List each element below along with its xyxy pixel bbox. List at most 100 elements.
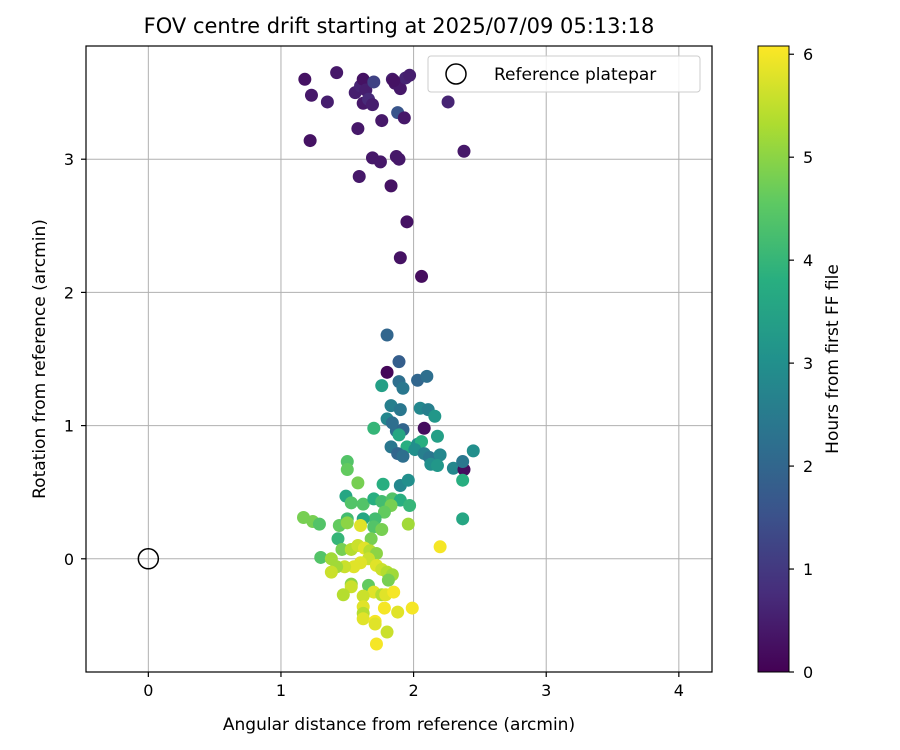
legend-marker-icon [445, 63, 467, 85]
data-point-35 [392, 355, 406, 369]
x-tick-label-2: 2 [408, 681, 418, 700]
data-point-69 [456, 455, 470, 469]
data-point-37 [375, 379, 389, 393]
x-tick-label-4: 4 [674, 681, 684, 700]
data-point-43 [393, 403, 407, 417]
data-point-76 [340, 463, 354, 477]
data-point-99 [375, 522, 389, 536]
data-point-39 [396, 381, 410, 395]
data-point-100 [364, 532, 378, 546]
data-point-136 [405, 601, 419, 615]
data-point-2 [320, 95, 334, 109]
data-point-134 [377, 601, 391, 615]
colorbar-gradient [757, 45, 790, 673]
data-point-116 [324, 565, 338, 579]
data-point-46 [428, 409, 442, 423]
colorbar-tick-label-3: 3 [803, 354, 813, 373]
data-point-0 [298, 72, 312, 86]
y-tick-label-0: 0 [64, 550, 74, 569]
data-point-49 [367, 421, 381, 435]
colorbar-ticks: 0 1 2 3 4 5 6 [789, 45, 813, 682]
data-point-33 [415, 269, 429, 283]
data-point-53 [430, 429, 444, 443]
data-point-97 [354, 518, 368, 532]
chart-title: FOV centre drift starting at 2025/07/09 … [144, 14, 655, 38]
data-point-32 [393, 251, 407, 265]
data-point-140 [369, 637, 383, 651]
data-point-3 [330, 66, 344, 80]
plot-frame [85, 45, 713, 673]
data-point-24 [457, 144, 471, 158]
data-point-78 [376, 477, 390, 491]
colorbar-tick-label-4: 4 [803, 251, 813, 270]
y-axis-label: Rotation from reference (arcmin) [30, 219, 50, 499]
data-point-11 [367, 75, 381, 89]
data-point-52 [417, 421, 431, 435]
data-point-64 [433, 448, 447, 462]
data-point-1 [304, 88, 318, 102]
data-point-124 [344, 580, 358, 594]
data-point-26 [392, 152, 406, 166]
x-tick-label-3: 3 [541, 681, 551, 700]
data-point-129 [336, 588, 350, 602]
data-point-71 [456, 473, 470, 487]
data-point-41 [420, 369, 434, 383]
data-point-6 [356, 72, 370, 86]
data-point-141 [433, 540, 447, 554]
data-point-29 [352, 170, 366, 184]
data-point-130 [356, 589, 370, 603]
data-point-70 [466, 444, 480, 458]
colorbar-tick-label-5: 5 [803, 148, 813, 167]
data-point-54 [392, 428, 406, 442]
x-tick-label-1: 1 [276, 681, 286, 700]
data-point-66 [430, 459, 444, 473]
data-point-60 [396, 449, 410, 463]
data-point-138 [368, 617, 382, 631]
data-point-128 [387, 585, 401, 599]
colorbar-tick-label-2: 2 [803, 457, 813, 476]
colorbar: 0 1 2 3 4 5 6 Hours from first FF file [757, 45, 843, 682]
y-axis-ticks: 0 1 2 3 [64, 150, 86, 569]
data-point-102 [401, 517, 415, 531]
data-point-80 [344, 496, 358, 510]
data-point-30 [384, 179, 398, 193]
data-point-96 [340, 516, 354, 530]
data-point-139 [380, 625, 394, 639]
x-axis-label: Angular distance from reference (arcmin) [223, 715, 575, 735]
x-tick-label-0: 0 [143, 681, 153, 700]
y-tick-label-2: 2 [64, 283, 74, 302]
data-point-23 [441, 95, 455, 109]
data-point-17 [387, 74, 401, 88]
data-point-101 [331, 532, 345, 546]
data-point-19 [397, 111, 411, 125]
data-point-22 [303, 134, 317, 148]
y-tick-label-3: 3 [64, 150, 74, 169]
data-point-95 [312, 517, 326, 531]
data-point-88 [377, 505, 391, 519]
data-points [297, 66, 480, 651]
colorbar-tick-label-1: 1 [803, 560, 813, 579]
data-point-74 [401, 473, 415, 487]
x-axis-ticks: 0 1 2 3 4 [143, 672, 684, 700]
data-point-135 [391, 605, 405, 619]
data-point-72 [456, 512, 470, 526]
reference-platepar-marker [137, 548, 160, 570]
colorbar-tick-label-6: 6 [803, 45, 813, 64]
data-point-21 [351, 122, 365, 136]
data-point-86 [403, 499, 417, 513]
colorbar-tick-label-0: 0 [803, 663, 813, 682]
data-point-16 [403, 68, 417, 82]
data-point-20 [375, 114, 389, 128]
data-point-36 [380, 365, 394, 379]
data-point-103 [314, 550, 328, 564]
colorbar-label: Hours from first FF file [823, 264, 843, 454]
legend-box [427, 55, 701, 93]
data-point-31 [400, 215, 414, 229]
data-point-105 [335, 542, 349, 556]
data-point-10 [365, 98, 379, 112]
data-point-77 [351, 476, 365, 490]
y-tick-label-1: 1 [64, 417, 74, 436]
data-point-67 [446, 461, 460, 475]
data-point-81 [356, 497, 370, 511]
